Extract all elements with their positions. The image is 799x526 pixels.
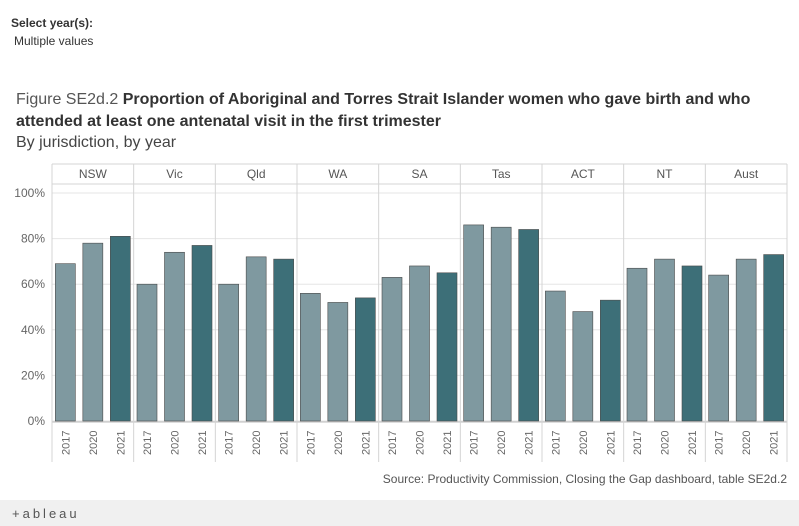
- bar: [191, 245, 213, 422]
- x-tick-label: 2017: [632, 431, 644, 455]
- y-tick-label: 60%: [21, 277, 45, 291]
- y-tick-label: 0%: [28, 414, 46, 428]
- panel-label: Tas: [492, 167, 511, 181]
- bar: [436, 272, 458, 422]
- y-tick-label: 20%: [21, 368, 45, 382]
- x-tick-label: 2021: [687, 431, 699, 455]
- bar: [136, 283, 158, 422]
- x-tick-label: 2021: [197, 431, 209, 455]
- bar: [763, 254, 784, 422]
- bar: [735, 258, 757, 422]
- bar-chart: 100% 80% 60% 40% 20% 0% NSW 2017 2020 2021 Vic 2017…: [14, 163, 788, 462]
- bar: [300, 293, 321, 422]
- bar: [327, 302, 349, 422]
- x-tick-label: 2020: [170, 431, 182, 455]
- chart-title: Figure SE2d.2 Proportion of Aboriginal a…: [16, 89, 786, 133]
- x-tick-label: 2021: [115, 431, 127, 455]
- figure-title: Proportion of Aboriginal and Torres Stra…: [16, 91, 751, 130]
- bar: [490, 226, 512, 422]
- bar: [518, 229, 539, 422]
- bar: [273, 258, 294, 422]
- panel-label: ACT: [571, 167, 596, 181]
- x-tick-label: 2017: [550, 431, 562, 455]
- x-tick-label: 2021: [769, 431, 781, 455]
- x-tick-label: 2017: [142, 431, 154, 455]
- bar: [245, 256, 267, 422]
- x-tick-label: 2021: [524, 431, 536, 455]
- x-tick-label: 2017: [387, 431, 399, 455]
- x-tick-label: 2020: [660, 431, 672, 455]
- filter-value[interactable]: Multiple values: [14, 34, 94, 48]
- x-tick-label: 2020: [496, 431, 508, 455]
- x-tick-label: 2020: [333, 431, 345, 455]
- footer-bar: [0, 500, 799, 526]
- panel-label: SA: [411, 167, 427, 181]
- x-tick-label: 2020: [88, 431, 100, 455]
- x-tick-label: 2017: [469, 431, 481, 455]
- panel-label: Aust: [734, 167, 759, 181]
- bar: [708, 274, 729, 422]
- x-tick-label: 2017: [714, 431, 726, 455]
- bar: [545, 290, 566, 422]
- bar: [164, 251, 185, 422]
- panel-label: Vic: [166, 167, 182, 181]
- y-tick-label: 40%: [21, 323, 45, 337]
- x-tick-label: 2017: [305, 431, 317, 455]
- panel-label: NSW: [79, 167, 108, 181]
- x-tick-label: 2020: [578, 431, 590, 455]
- bar: [463, 224, 484, 422]
- chart-subtitle: By jurisdiction, by year: [16, 134, 177, 151]
- bar: [355, 297, 376, 422]
- bar: [110, 236, 131, 422]
- figure-number: Figure SE2d.2: [16, 91, 119, 108]
- bar: [218, 283, 239, 422]
- bar: [409, 265, 430, 422]
- x-tick-label: 2021: [360, 431, 372, 455]
- bar: [626, 267, 648, 422]
- tableau-logo[interactable]: +ableau: [12, 506, 80, 521]
- bar: [55, 263, 76, 422]
- x-tick-label: 2020: [741, 431, 753, 455]
- panel-label: Qld: [247, 167, 266, 181]
- source-note: Source: Productivity Commission, Closing…: [382, 472, 787, 486]
- panel-label: NT: [657, 167, 674, 181]
- bar: [381, 277, 403, 422]
- y-tick-label: 80%: [21, 232, 45, 246]
- x-tick-label: 2021: [605, 431, 617, 455]
- panel-label: WA: [328, 167, 347, 181]
- x-tick-label: 2021: [442, 431, 454, 455]
- filter-label: Select year(s):: [11, 16, 94, 30]
- x-tick-label: 2017: [224, 431, 236, 455]
- bar: [654, 258, 675, 422]
- x-tick-label: 2021: [279, 431, 291, 455]
- bar: [600, 299, 621, 422]
- x-tick-label: 2020: [415, 431, 427, 455]
- bar: [82, 242, 104, 422]
- bar: [681, 265, 703, 422]
- x-tick-label: 2020: [251, 431, 263, 455]
- y-tick-label: 100%: [14, 186, 45, 200]
- bar: [572, 311, 594, 422]
- x-tick-label: 2017: [60, 431, 72, 455]
